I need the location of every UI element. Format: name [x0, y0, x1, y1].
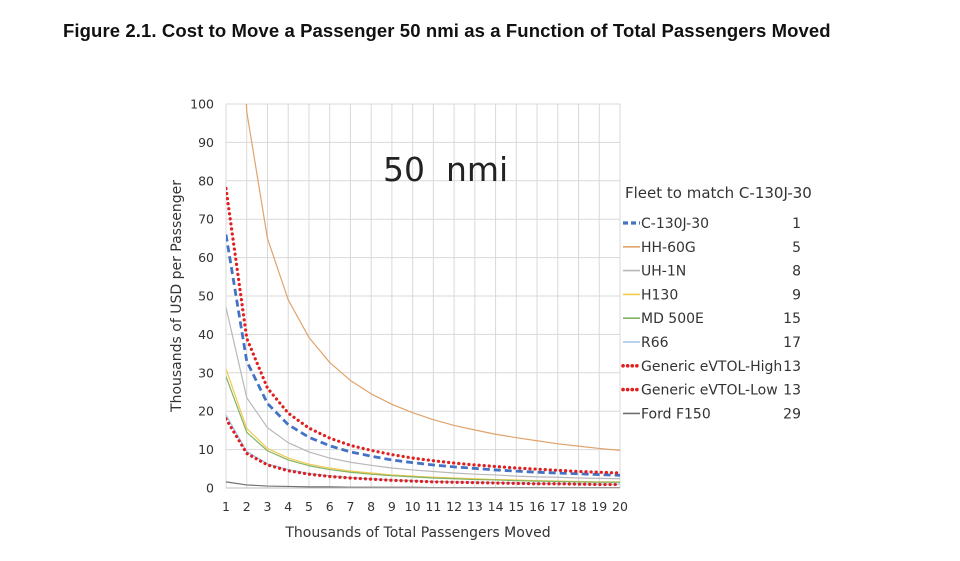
x-tick-label: 10	[405, 499, 421, 514]
legend-label: Generic eVTOL-Low	[641, 383, 778, 399]
series-line-c-130j-30	[226, 234, 620, 477]
y-tick-label: 20	[198, 404, 214, 419]
legend-fleet-count: 13	[783, 383, 801, 399]
legend-fleet-count: 29	[783, 406, 801, 422]
legend-label: Ford F150	[641, 406, 711, 422]
y-tick-label: 70	[198, 212, 214, 227]
x-tick-label: 19	[591, 499, 607, 514]
series-line-md-500e	[226, 376, 620, 483]
series-line-uh-1n	[226, 307, 620, 480]
legend-fleet-count: 15	[783, 311, 801, 327]
x-tick-label: 16	[529, 499, 545, 514]
legend-title: Fleet to match C-130J-30	[625, 184, 812, 202]
series-lines	[226, 104, 620, 488]
series-line-ford-f150	[226, 481, 620, 488]
x-tick-label: 5	[305, 499, 313, 514]
y-tick-label: 100	[190, 97, 214, 112]
x-tick-label: 11	[425, 499, 441, 514]
x-tick-label: 2	[243, 499, 251, 514]
legend-label: H130	[641, 287, 678, 303]
legend-label: MD 500E	[641, 311, 704, 327]
legend-fleet-count: 13	[783, 359, 801, 375]
y-tick-label: 60	[198, 250, 214, 265]
x-tick-label: 4	[284, 499, 292, 514]
legend-label: HH-60G	[641, 240, 696, 256]
x-tick-label: 12	[446, 499, 462, 514]
y-tick-label: 0	[206, 481, 214, 496]
legend-fleet-count: 17	[783, 335, 801, 351]
x-tick-label: 17	[550, 499, 566, 514]
y-tick-label: 40	[198, 327, 214, 342]
y-axis-label: Thousands of USD per Passenger	[169, 180, 185, 413]
x-tick-label: 8	[367, 499, 375, 514]
distance-annotation: 50 nmi	[383, 150, 508, 189]
x-tick-label: 20	[612, 499, 628, 514]
y-tick-label: 90	[198, 135, 214, 150]
y-tick-label: 10	[198, 442, 214, 457]
legend-fleet-count: 8	[792, 264, 801, 280]
series-line-hh-60g	[245, 104, 620, 451]
x-tick-label: 1	[222, 499, 230, 514]
x-tick-label: 7	[346, 499, 354, 514]
y-tick-label: 50	[198, 289, 214, 304]
gridlines	[225, 103, 621, 489]
y-tick-label: 30	[198, 365, 214, 380]
legend: Fleet to match C-130J-30 C-130J-30 1 HH-60…	[621, 184, 812, 422]
x-tick-label: 3	[263, 499, 271, 514]
legend-label: UH-1N	[641, 264, 686, 280]
axes: 1 2 3 4 5 6 7 8 9 10 11 12 13 14 15 16 17 18 19 20010203040…	[190, 97, 628, 515]
legend-label: Generic eVTOL-High	[641, 359, 782, 375]
x-tick-label: 9	[388, 499, 396, 514]
x-tick-label: 13	[467, 499, 483, 514]
legend-fleet-count: 1	[792, 216, 801, 232]
x-tick-label: 18	[571, 499, 587, 514]
legend-label: C-130J-30	[641, 216, 709, 232]
x-tick-label: 15	[508, 499, 524, 514]
x-axis-label: Thousands of Total Passengers Moved	[284, 525, 550, 541]
x-tick-label: 6	[326, 499, 334, 514]
legend-label: R66	[641, 335, 669, 351]
y-tick-label: 80	[198, 173, 214, 188]
series-line-generic-evtol-low	[226, 417, 620, 487]
x-tick-label: 14	[488, 499, 504, 514]
figure-title: Figure 2.1. Cost to Move a Passenger 50 …	[63, 20, 831, 41]
legend-fleet-count: 5	[792, 240, 801, 256]
series-line-generic-evtol-high	[226, 186, 620, 475]
legend-fleet-count: 9	[792, 287, 801, 303]
